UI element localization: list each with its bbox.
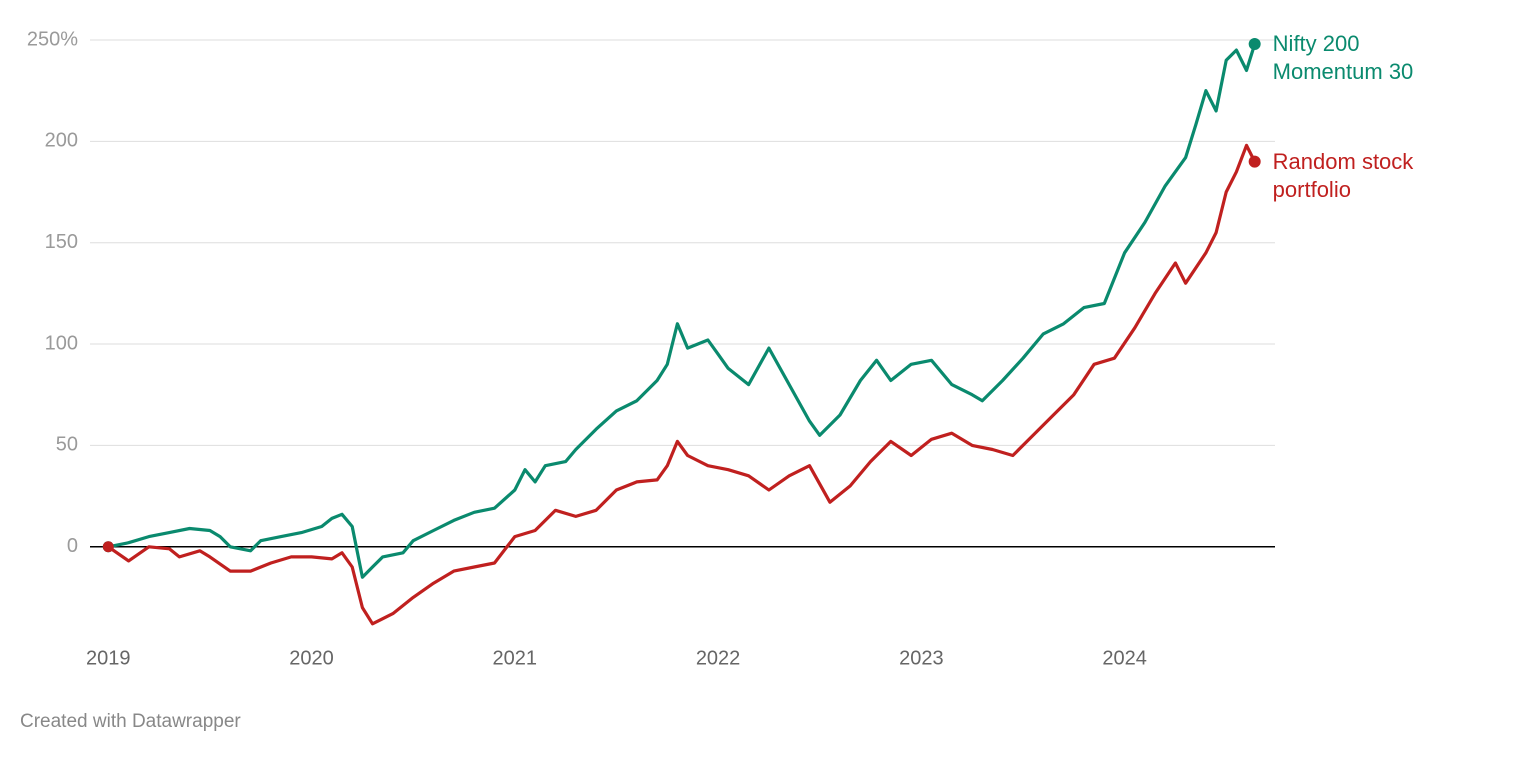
credit: Created with Datawrapper <box>20 711 241 732</box>
x-tick-label: 2020 <box>289 647 334 669</box>
end-dot <box>1248 38 1261 51</box>
y-tick-label: 150 <box>45 231 78 253</box>
series-label: Random stock portfolio <box>1272 148 1414 202</box>
x-tick-label: 2021 <box>493 647 538 669</box>
y-tick-label: 100 <box>45 332 78 354</box>
end-dot <box>1248 155 1261 168</box>
series-label: Nifty 200 Momentum 30 <box>1272 31 1414 85</box>
x-tick-label: 2023 <box>899 647 944 669</box>
start-dot <box>102 541 114 553</box>
x-tick-label: 2022 <box>696 647 741 669</box>
y-tick-label: 50 <box>56 434 78 456</box>
y-tick-label: 0 <box>67 535 78 557</box>
series-line <box>106 42 1257 579</box>
series-line <box>106 143 1257 626</box>
y-tick-label: 200 <box>45 130 78 152</box>
y-tick-label: 250% <box>27 28 78 50</box>
x-tick-label: 2019 <box>86 647 131 669</box>
x-tick-label: 2024 <box>1102 647 1147 669</box>
